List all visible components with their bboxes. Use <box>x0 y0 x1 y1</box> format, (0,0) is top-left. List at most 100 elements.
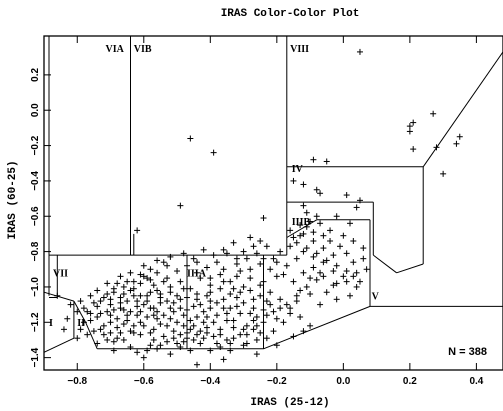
data-point <box>247 275 254 282</box>
data-point <box>110 306 117 313</box>
data-point <box>440 170 447 177</box>
data-point <box>310 156 317 163</box>
data-point <box>217 326 224 333</box>
data-point <box>157 291 164 298</box>
data-point <box>97 326 104 333</box>
data-point <box>263 243 270 250</box>
data-point <box>250 305 257 312</box>
data-point <box>124 298 131 305</box>
data-point <box>343 278 350 285</box>
data-point <box>230 239 237 246</box>
data-point <box>270 255 277 262</box>
data-point <box>210 333 217 340</box>
data-point <box>456 133 463 140</box>
data-point <box>100 322 107 329</box>
data-point <box>97 310 104 317</box>
data-point <box>167 253 174 260</box>
y-tick-label: −0.6 <box>30 206 41 226</box>
data-point <box>170 335 177 342</box>
data-point <box>243 340 250 347</box>
data-point <box>317 301 324 308</box>
data-point <box>267 266 274 273</box>
data-point <box>317 220 324 227</box>
data-point <box>227 305 234 312</box>
data-point <box>283 301 290 308</box>
data-point <box>260 319 267 326</box>
data-point <box>207 298 214 305</box>
data-point <box>130 329 137 336</box>
data-point <box>317 269 324 276</box>
data-point <box>137 292 144 299</box>
data-point <box>114 335 121 342</box>
data-point <box>297 287 304 294</box>
data-point <box>124 312 131 319</box>
y-tick-label: 0.2 <box>30 67 41 81</box>
data-point <box>323 289 330 296</box>
data-point <box>154 257 161 264</box>
data-point <box>174 292 181 299</box>
data-point <box>247 287 254 294</box>
plot-frame <box>43 35 503 371</box>
data-point <box>137 280 144 287</box>
data-point <box>170 328 177 335</box>
data-point <box>347 220 353 227</box>
data-point <box>134 312 141 319</box>
data-point <box>290 177 297 184</box>
data-point <box>233 255 240 262</box>
data-point <box>293 298 300 305</box>
data-point <box>220 356 227 363</box>
data-point <box>253 322 260 329</box>
region-boundary-23 <box>396 263 424 274</box>
axis-ticks: −0.8 −0.6 −0.4 −0.2 0.0 0.2 0.4 0.2 0.0 −0.2 −0.4 −… <box>30 36 484 387</box>
data-point <box>207 275 214 282</box>
data-point <box>80 319 87 326</box>
data-point <box>250 296 257 303</box>
data-point <box>127 344 134 351</box>
data-point <box>260 306 267 313</box>
data-point <box>300 230 307 237</box>
data-point <box>94 287 101 294</box>
data-point <box>117 294 124 301</box>
data-point <box>180 250 187 257</box>
data-point <box>340 273 347 280</box>
data-point <box>267 289 274 296</box>
data-point <box>130 322 137 329</box>
data-point <box>210 252 217 259</box>
data-point <box>134 303 141 310</box>
data-point <box>127 328 134 335</box>
data-point <box>180 285 187 292</box>
data-point <box>134 349 141 356</box>
data-point <box>250 243 257 250</box>
data-point <box>313 213 320 220</box>
data-point <box>227 278 234 285</box>
data-point <box>320 232 327 239</box>
data-point <box>433 144 440 151</box>
data-point <box>174 340 181 347</box>
data-point <box>257 292 264 299</box>
data-point <box>137 271 144 278</box>
data-point <box>277 305 284 312</box>
data-point <box>353 204 360 211</box>
data-point <box>147 276 154 283</box>
data-point <box>313 186 320 193</box>
data-point <box>74 335 81 342</box>
y-axis-label: IRAS (60-25) <box>7 160 19 239</box>
data-point <box>170 299 177 306</box>
data-point <box>263 335 270 342</box>
data-point <box>230 285 237 292</box>
data-point <box>213 259 220 266</box>
data-point <box>190 303 197 310</box>
data-point <box>110 338 117 345</box>
data-point <box>203 313 210 320</box>
data-point <box>137 308 144 315</box>
data-point <box>197 340 204 347</box>
data-point <box>200 319 207 326</box>
data-point <box>360 255 367 262</box>
y-tick-label: −0.2 <box>30 135 41 155</box>
data-point <box>150 336 157 343</box>
data-point <box>187 285 194 292</box>
data-point <box>104 291 111 298</box>
data-point <box>283 262 290 269</box>
data-point <box>213 340 220 347</box>
data-point <box>320 245 327 252</box>
